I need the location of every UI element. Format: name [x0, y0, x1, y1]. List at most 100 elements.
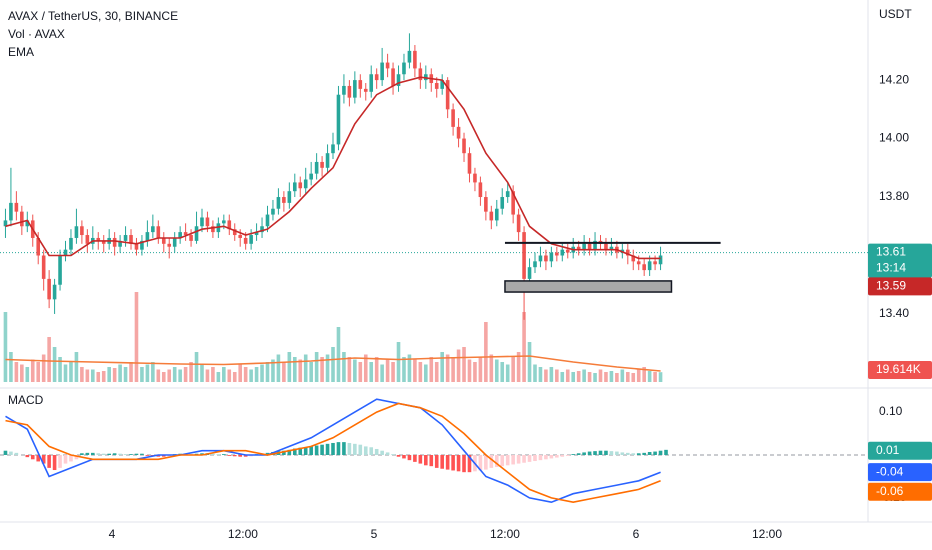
volume-bar	[642, 367, 646, 382]
histogram-bar	[658, 450, 663, 455]
volume-bar	[484, 322, 488, 382]
histogram-bar	[41, 455, 46, 464]
histogram-bar	[478, 455, 483, 471]
volume-bar	[243, 367, 248, 382]
candle-body	[167, 243, 172, 247]
histogram-bar	[3, 450, 8, 455]
volume-bar	[418, 362, 423, 382]
volume-bar	[511, 357, 515, 382]
histogram-bar	[538, 455, 543, 461]
candle-body	[314, 161, 319, 174]
candle-body	[36, 237, 41, 256]
volume-bar	[385, 359, 390, 382]
candle-body	[489, 211, 494, 221]
candle-body	[265, 214, 270, 227]
candle-body	[631, 255, 636, 262]
volume-bar	[96, 372, 101, 382]
candle-body	[593, 240, 597, 250]
candle-body	[292, 182, 297, 192]
volume-bar	[9, 352, 13, 382]
volume-bar	[445, 354, 450, 382]
histogram-bar	[36, 455, 41, 462]
candle-body	[14, 202, 19, 212]
volume-bar	[620, 369, 625, 382]
histogram-bar	[227, 455, 232, 456]
candle-body	[369, 74, 374, 92]
histogram-bar	[445, 455, 450, 470]
candle-body	[413, 50, 417, 69]
volume-bar	[320, 357, 324, 382]
macd-pane	[0, 398, 932, 504]
histogram-bar	[287, 449, 292, 455]
volume-bar	[336, 327, 341, 382]
candle-body	[391, 68, 395, 86]
histogram-bar	[565, 455, 570, 456]
volume-bar	[30, 359, 35, 382]
volume-bar	[314, 352, 319, 382]
volume-bar	[292, 357, 297, 382]
candle-body	[407, 50, 412, 63]
volume-bar	[205, 369, 210, 382]
macd-tag-box	[868, 463, 932, 482]
volume-bar	[353, 359, 357, 382]
candle-body	[434, 83, 439, 89]
histogram-bar	[292, 448, 297, 455]
volume-bar	[429, 357, 434, 382]
histogram-bar	[298, 447, 303, 455]
candle-body	[604, 243, 608, 250]
volume-bar	[309, 362, 313, 382]
candle-body	[58, 255, 62, 285]
candle-body	[587, 243, 592, 250]
candle-body	[41, 255, 46, 279]
volume-bar	[172, 367, 177, 382]
histogram-bar	[216, 454, 221, 455]
volume-bar	[325, 354, 330, 382]
histogram-bar	[555, 455, 559, 458]
candle-body	[254, 232, 259, 236]
histogram-bar	[505, 455, 510, 466]
volume-bar	[374, 357, 379, 382]
candle-body	[609, 246, 614, 250]
histogram-bar	[631, 453, 636, 455]
signal-line	[5, 402, 661, 504]
candle-body	[325, 153, 330, 168]
volume-bar	[358, 362, 363, 382]
candle-body	[560, 249, 565, 256]
candle-body	[227, 220, 232, 230]
candle-body	[298, 182, 303, 189]
volume-bar	[107, 367, 111, 382]
candle-body	[69, 237, 73, 250]
candle-body	[527, 267, 532, 279]
candle-body	[647, 261, 652, 271]
histogram-bar	[156, 455, 161, 457]
candle-body	[85, 235, 90, 244]
candle-body	[101, 240, 106, 244]
candle-body	[353, 80, 357, 98]
candle-body	[582, 243, 586, 250]
volume-bar	[58, 357, 62, 382]
volume-bar	[25, 367, 30, 382]
volume-bar	[505, 364, 510, 382]
volume-bar	[473, 362, 477, 382]
histogram-bar	[451, 455, 455, 471]
histogram-bar	[47, 455, 51, 468]
volume-bar	[140, 367, 144, 382]
y-tick-label: 13.80	[879, 189, 909, 203]
candle-body	[576, 246, 581, 250]
histogram-bar	[200, 453, 204, 455]
candle-body	[74, 226, 79, 238]
histogram-tag-box	[868, 441, 932, 460]
histogram-bar	[522, 455, 526, 463]
histogram-bar	[489, 455, 494, 468]
volume-bar	[331, 347, 335, 382]
volume-bar	[129, 362, 133, 382]
y-tick-label: 14.00	[879, 131, 909, 145]
volume-bar	[424, 364, 428, 382]
price-tag-box	[868, 243, 932, 278]
candle-body	[658, 255, 663, 265]
candle-body	[636, 261, 641, 265]
histogram-bar	[314, 445, 319, 455]
volume-bar	[615, 373, 619, 382]
volume-bar	[527, 342, 532, 382]
volume-bar	[342, 352, 346, 382]
